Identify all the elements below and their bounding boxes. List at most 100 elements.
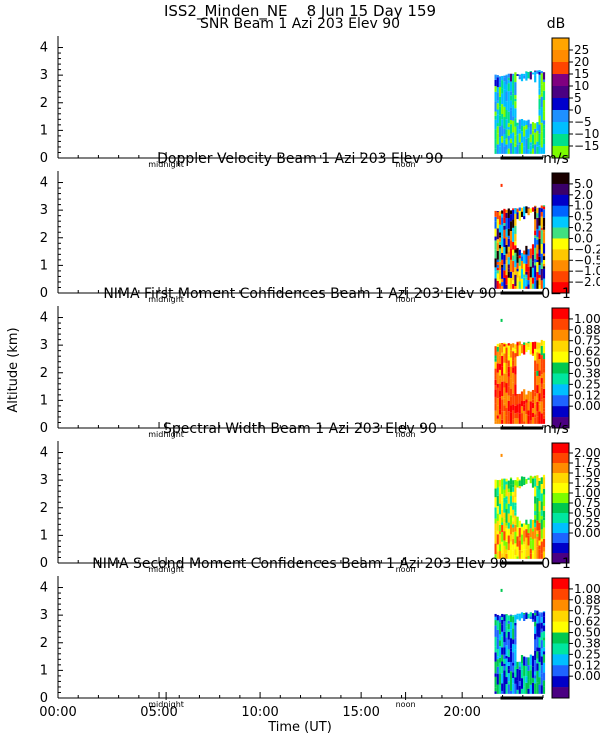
heatmap-cell [516, 74, 519, 76]
heatmap-cell [496, 228, 499, 240]
heatmap-cell [540, 617, 543, 623]
heatmap-cell [512, 219, 515, 228]
heatmap-cell [534, 205, 537, 207]
heatmap-cell [514, 233, 517, 242]
heatmap-cell [529, 616, 532, 619]
heatmap-cell [498, 684, 502, 694]
heatmap-cell [507, 662, 510, 666]
heatmap-cell [534, 396, 537, 405]
heatmap-cell [529, 401, 532, 406]
heatmap-cell [540, 640, 543, 649]
heatmap-cell [496, 649, 499, 657]
data-baseline [500, 426, 543, 430]
heatmap-cell [516, 144, 519, 154]
heatmap-cell [536, 375, 539, 386]
heatmap-cell [503, 77, 506, 82]
heatmap-cell [505, 347, 508, 359]
heatmap-cell [505, 363, 508, 374]
heatmap-cell [536, 546, 539, 554]
heatmap-cell [520, 73, 524, 82]
heatmap-cell [514, 502, 517, 506]
heatmap-cell [514, 143, 517, 147]
heatmap-cell [534, 206, 537, 210]
heatmap-cell [503, 403, 506, 406]
colorbar-swatch [552, 260, 569, 272]
y-tick-label: 1 [40, 393, 48, 408]
heatmap-cell [512, 419, 515, 424]
heatmap-cell [540, 73, 543, 85]
heatmap-cell [501, 246, 504, 253]
colorbar-label: 0.75 [574, 604, 600, 618]
heatmap-cell [531, 682, 535, 694]
heatmap-cell [538, 376, 541, 384]
heatmap-cell [525, 399, 528, 403]
heatmap-cell [503, 398, 506, 404]
heatmap-cell [538, 353, 541, 360]
heatmap-cell [494, 355, 497, 359]
heatmap-cell [509, 648, 513, 652]
heatmap-cell [518, 393, 521, 404]
heatmap-cell [498, 369, 502, 376]
heatmap-cell [514, 146, 517, 154]
heatmap-cell [501, 210, 504, 214]
heatmap-cell [496, 513, 499, 521]
heatmap-cell [505, 402, 508, 409]
heatmap-cell [542, 551, 546, 559]
heatmap-cell [518, 480, 521, 486]
heatmap-cell [498, 615, 502, 623]
colorbar-swatch [552, 610, 569, 622]
heatmap-cell [516, 546, 519, 557]
heatmap-cell [516, 134, 519, 145]
heatmap-cell [538, 522, 541, 531]
heatmap-cell [516, 661, 519, 669]
heatmap-cell [525, 519, 528, 525]
heatmap-cell [534, 538, 537, 550]
heatmap-cell [507, 620, 510, 624]
heatmap-cell [503, 229, 506, 239]
heatmap-cell [503, 217, 506, 224]
heatmap-cell [542, 520, 546, 528]
colorbar-frame [551, 172, 570, 294]
heatmap-cell [518, 345, 521, 356]
heatmap-cell [518, 210, 521, 221]
heatmap-cell [514, 549, 517, 556]
heatmap-cell [527, 613, 530, 619]
heatmap-cell [505, 677, 508, 685]
heatmap-cell [503, 277, 506, 289]
heatmap-cell [507, 148, 510, 154]
heatmap-cell [518, 527, 521, 538]
heatmap-cell [536, 236, 539, 240]
heatmap-cell [534, 414, 537, 418]
noon-marker-label: noon [396, 160, 416, 169]
heatmap-cell [498, 390, 502, 398]
heatmap-cell [509, 271, 513, 279]
heatmap-cell [527, 665, 530, 671]
heatmap-cell [536, 385, 539, 394]
heatmap-cell [498, 279, 502, 284]
heatmap-cell [496, 109, 499, 115]
heatmap-cell [507, 140, 510, 149]
heatmap-cell [518, 540, 521, 551]
colorbar-label: 0.75 [574, 496, 600, 510]
heatmap-cell [496, 273, 499, 281]
heatmap-cell [512, 372, 515, 383]
heatmap-cell [542, 611, 546, 613]
colorbar-swatch [552, 238, 569, 250]
heatmap-cell [509, 100, 513, 108]
heatmap-cell [494, 613, 497, 617]
colorbar-label: 0.50 [574, 626, 600, 640]
heatmap-cell [525, 682, 528, 694]
heatmap-cell [542, 209, 546, 218]
heatmap-cell [494, 385, 497, 390]
heatmap-cell [542, 477, 546, 489]
heatmap-cell [509, 615, 513, 623]
heatmap-cell [494, 115, 497, 120]
heatmap-cell [512, 524, 515, 528]
heatmap-cell [542, 686, 546, 694]
heatmap-cell [501, 532, 504, 542]
heatmap-cell [507, 665, 510, 670]
heatmap-cell [540, 483, 543, 494]
heatmap-cell [531, 148, 535, 154]
heatmap-cell [503, 631, 506, 642]
heatmap-cell [496, 144, 499, 154]
